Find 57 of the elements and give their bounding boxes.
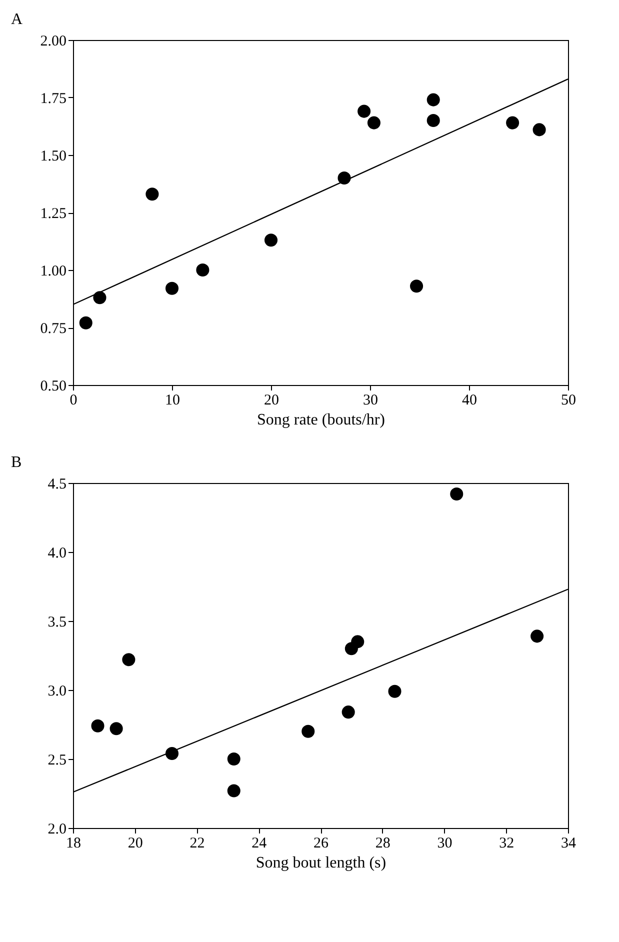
y-tick-label: 3.0 xyxy=(48,684,66,700)
x-tick-label: 22 xyxy=(190,836,205,852)
y-tick-label: 3.5 xyxy=(48,614,66,630)
point xyxy=(227,784,240,798)
x-tick-label: 20 xyxy=(264,392,279,408)
point xyxy=(410,280,424,293)
x-tick-label: 0 xyxy=(70,392,78,408)
point xyxy=(358,104,371,118)
point xyxy=(110,722,123,736)
point xyxy=(388,684,402,698)
x-tick-label: 50 xyxy=(561,392,576,408)
point xyxy=(79,316,92,330)
point xyxy=(506,116,520,130)
chart-title: A xyxy=(11,11,23,28)
x-tick-label: 20 xyxy=(128,836,143,852)
x-tick-label: 30 xyxy=(363,392,378,408)
point xyxy=(302,724,315,738)
point xyxy=(532,123,546,136)
point xyxy=(426,93,440,106)
y-tick-label: 0.50 xyxy=(40,378,66,394)
y-tick-label: 1.00 xyxy=(40,264,66,280)
y-tick-label: 4.5 xyxy=(48,476,66,492)
chart-title: B xyxy=(11,454,22,471)
x-tick-label: 40 xyxy=(462,392,477,408)
point xyxy=(450,488,464,501)
x-tick-label: 10 xyxy=(165,392,180,408)
y-tick-label: 2.0 xyxy=(48,822,66,838)
x-axis-title: Song rate (bouts/hr) xyxy=(257,412,385,428)
point xyxy=(426,114,440,128)
x-tick-label: 34 xyxy=(561,836,576,852)
x-tick-label: 26 xyxy=(314,836,329,852)
x-tick-label: 32 xyxy=(499,836,514,852)
point xyxy=(122,653,136,666)
x-axis-title: Song bout length (s) xyxy=(256,854,386,872)
y-tick-label: 2.5 xyxy=(48,752,66,768)
point xyxy=(146,188,159,201)
x-tick-label: 28 xyxy=(375,836,390,852)
x-tick-label: 24 xyxy=(252,836,268,852)
point xyxy=(351,635,364,648)
point xyxy=(342,706,355,719)
x-tick-label: 30 xyxy=(437,836,452,852)
y-tick-label: 2.00 xyxy=(40,34,66,50)
y-tick-label: 1.25 xyxy=(40,206,66,222)
point xyxy=(264,234,278,247)
y-tick-label: 1.75 xyxy=(40,91,66,107)
point xyxy=(93,291,106,304)
point xyxy=(165,282,179,295)
point xyxy=(227,752,240,766)
y-tick-label: 0.75 xyxy=(40,321,66,337)
point xyxy=(367,116,380,130)
point xyxy=(530,630,544,643)
point xyxy=(196,263,210,277)
y-tick-label: 1.50 xyxy=(40,148,66,164)
point xyxy=(91,719,104,732)
point xyxy=(165,746,179,760)
x-tick-label: 18 xyxy=(66,836,81,852)
y-tick-label: 4.0 xyxy=(48,546,66,562)
